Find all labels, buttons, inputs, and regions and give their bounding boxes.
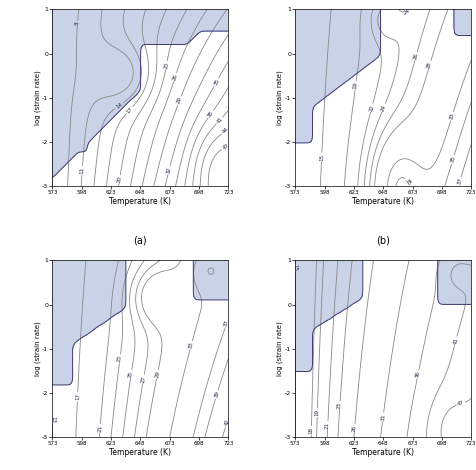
Text: 11: 11 — [79, 167, 85, 174]
X-axis label: Temperature (K): Temperature (K) — [109, 447, 171, 457]
Text: 29: 29 — [154, 370, 160, 378]
Text: (b): (b) — [377, 235, 390, 246]
Text: 44: 44 — [221, 127, 230, 135]
Text: 47: 47 — [221, 143, 230, 151]
Text: 15: 15 — [319, 153, 324, 161]
X-axis label: Temperature (K): Temperature (K) — [109, 196, 171, 206]
Text: 36: 36 — [415, 370, 421, 378]
Text: 37: 37 — [223, 319, 230, 328]
Text: 35: 35 — [213, 78, 220, 86]
Text: 22: 22 — [368, 104, 375, 112]
Text: 17: 17 — [75, 393, 80, 400]
Text: 23: 23 — [337, 402, 343, 409]
Text: 18: 18 — [309, 427, 314, 434]
Text: 33: 33 — [448, 112, 456, 120]
Text: 35: 35 — [450, 155, 456, 164]
Y-axis label: log (strain rate): log (strain rate) — [34, 70, 40, 125]
Text: 5: 5 — [50, 157, 55, 161]
X-axis label: Temperature (K): Temperature (K) — [352, 196, 414, 206]
Text: 41: 41 — [215, 116, 224, 125]
Text: 42: 42 — [223, 418, 230, 426]
Text: 26: 26 — [352, 424, 357, 432]
Text: 21: 21 — [325, 422, 330, 429]
Y-axis label: log (strain rate): log (strain rate) — [34, 321, 40, 376]
Text: 33: 33 — [188, 341, 195, 349]
X-axis label: Temperature (K): Temperature (K) — [352, 447, 414, 457]
Text: 14: 14 — [115, 102, 123, 110]
Text: 27: 27 — [140, 375, 147, 383]
Text: 37: 37 — [456, 178, 463, 186]
Text: 28: 28 — [426, 61, 433, 70]
Text: 20: 20 — [117, 176, 123, 183]
Text: 39: 39 — [213, 391, 220, 399]
Text: 32: 32 — [166, 166, 172, 174]
Text: 21: 21 — [97, 424, 103, 432]
Text: 23: 23 — [117, 355, 123, 362]
Text: 47: 47 — [456, 400, 465, 407]
Text: 26: 26 — [413, 52, 419, 61]
Text: (a): (a) — [134, 235, 147, 246]
Text: 29: 29 — [176, 96, 183, 105]
Text: 35: 35 — [404, 177, 412, 186]
Text: 19: 19 — [353, 82, 358, 89]
Text: 17: 17 — [125, 106, 134, 114]
Text: 15: 15 — [293, 264, 298, 271]
Text: 41: 41 — [452, 337, 459, 345]
Text: 25: 25 — [128, 371, 134, 378]
Text: 38: 38 — [207, 110, 215, 118]
Text: 8: 8 — [75, 22, 80, 25]
Text: 31: 31 — [380, 413, 386, 421]
Text: 23: 23 — [163, 62, 169, 69]
Text: 26: 26 — [172, 73, 178, 81]
Text: 19: 19 — [315, 409, 320, 416]
Y-axis label: log (strain rate): log (strain rate) — [277, 321, 283, 376]
Y-axis label: log (strain rate): log (strain rate) — [277, 70, 283, 125]
Text: 24: 24 — [380, 104, 387, 112]
Text: 24: 24 — [403, 8, 411, 16]
Text: 13: 13 — [50, 415, 55, 423]
